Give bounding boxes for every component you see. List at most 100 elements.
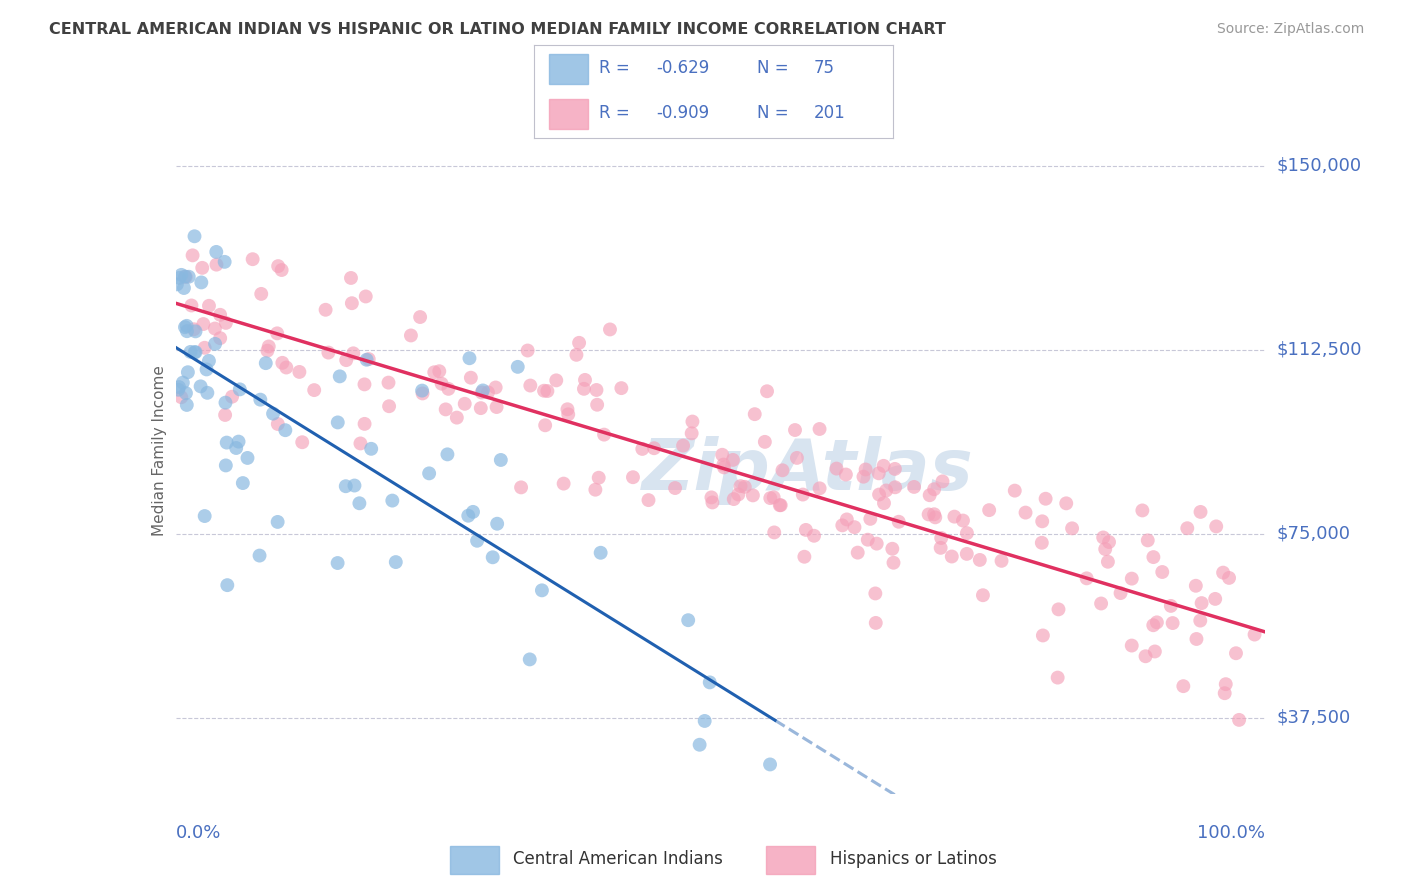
Point [1130, 503, 1153, 517]
Point [713, 460, 735, 475]
Point [754, 434, 776, 449]
Point [174, 386, 197, 401]
Point [198, 299, 221, 313]
Text: Hispanics or Latinos: Hispanics or Latinos [830, 849, 997, 868]
Point [256, 343, 278, 358]
Point [1185, 579, 1208, 593]
Point [217, 578, 239, 592]
Point [454, 397, 477, 411]
Point [1121, 572, 1143, 586]
Point [357, 352, 380, 367]
Point [702, 495, 724, 509]
Point [180, 345, 202, 359]
Point [288, 365, 311, 379]
Point [481, 550, 503, 565]
Point [1185, 632, 1208, 646]
Point [1152, 565, 1174, 579]
Point [326, 556, 349, 570]
Point [195, 362, 218, 376]
Point [190, 276, 212, 290]
Point [190, 379, 212, 393]
Point [353, 377, 375, 392]
Point [446, 410, 468, 425]
Point [972, 588, 994, 602]
Point [565, 348, 588, 362]
Text: 201: 201 [814, 104, 845, 122]
Point [340, 271, 363, 285]
Point [516, 343, 538, 358]
Point [922, 508, 945, 522]
Point [882, 541, 904, 556]
Bar [450, 846, 499, 874]
Point [167, 383, 190, 397]
Point [266, 326, 288, 341]
Point [262, 407, 284, 421]
Point [214, 408, 236, 422]
Point [723, 492, 745, 507]
Point [205, 258, 228, 272]
Point [924, 510, 946, 524]
Point [271, 356, 294, 370]
Point [519, 378, 541, 392]
Point [711, 448, 734, 462]
Point [191, 260, 214, 275]
Point [267, 259, 290, 273]
Point [589, 546, 612, 560]
Point [471, 384, 494, 398]
Point [772, 463, 794, 477]
Text: 100.0%: 100.0% [1198, 824, 1265, 842]
Point [228, 434, 250, 449]
Point [267, 417, 290, 431]
Text: ZipAtlas: ZipAtlas [643, 435, 973, 505]
Point [489, 453, 512, 467]
Point [326, 416, 349, 430]
Point [209, 331, 232, 345]
Point [174, 320, 197, 334]
Text: 75: 75 [814, 60, 835, 78]
Point [470, 401, 492, 416]
Point [176, 398, 198, 412]
Point [1142, 550, 1164, 565]
Point [588, 471, 610, 485]
Point [621, 470, 644, 484]
Point [1090, 597, 1112, 611]
Point [194, 341, 217, 355]
Point [637, 493, 659, 508]
Y-axis label: Median Family Income: Median Family Income [152, 365, 167, 536]
Point [643, 441, 665, 455]
Point [180, 298, 202, 312]
Point [221, 390, 243, 404]
Point [194, 509, 217, 524]
Point [458, 351, 481, 366]
Point [276, 360, 298, 375]
Point [412, 386, 434, 401]
Point [1109, 586, 1132, 600]
Point [437, 382, 460, 396]
Point [1098, 535, 1121, 549]
Point [1135, 649, 1157, 664]
Point [176, 324, 198, 338]
Point [356, 352, 378, 367]
Point [378, 399, 401, 413]
Point [1031, 514, 1053, 528]
Text: Central American Indians: Central American Indians [513, 849, 723, 868]
Point [856, 533, 879, 547]
Point [585, 383, 607, 397]
Point [672, 439, 695, 453]
Point [411, 384, 433, 398]
Text: -0.909: -0.909 [657, 104, 709, 122]
Point [929, 531, 952, 545]
Point [204, 321, 226, 335]
Point [884, 480, 907, 494]
Text: N =: N = [756, 104, 789, 122]
Point [174, 269, 197, 284]
Point [872, 458, 894, 473]
Point [763, 525, 786, 540]
Point [423, 365, 446, 379]
Point [1046, 671, 1069, 685]
Point [793, 549, 815, 564]
Point [1146, 615, 1168, 630]
Point [225, 441, 247, 455]
Point [956, 547, 979, 561]
Point [534, 418, 557, 433]
